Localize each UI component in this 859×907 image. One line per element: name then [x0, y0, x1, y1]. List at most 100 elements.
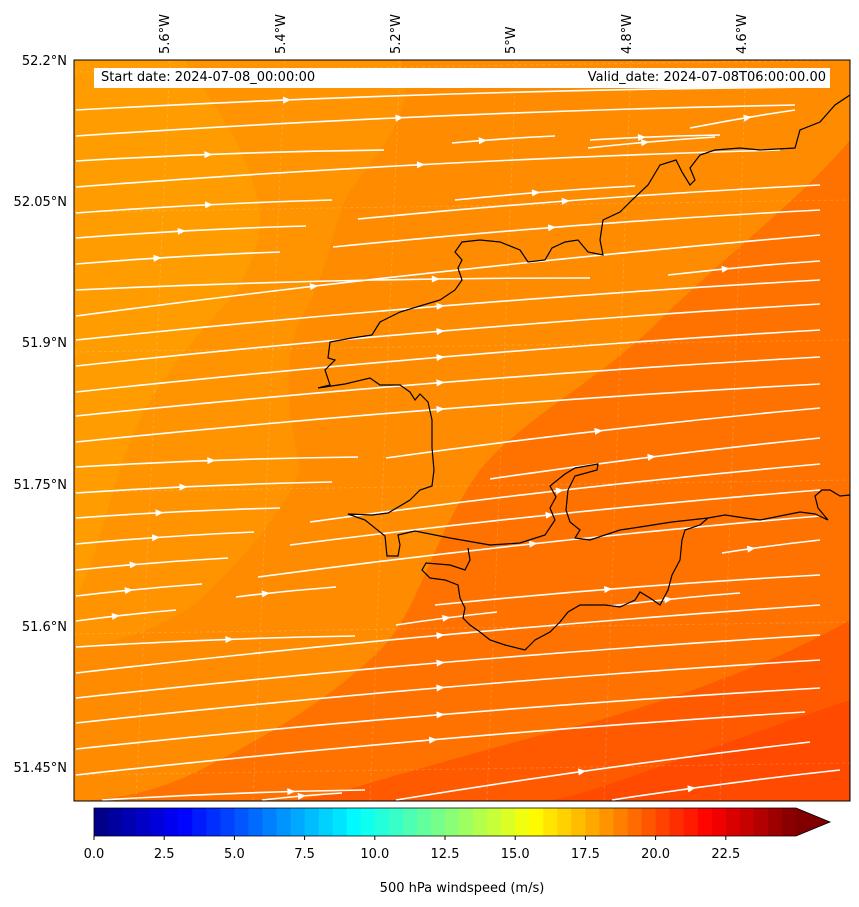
colorbar-cell [318, 808, 334, 836]
streamline-arrow [442, 614, 451, 622]
streamline-arrow [416, 161, 425, 169]
streamline-arrow [177, 227, 186, 235]
colorbar-ticks: 0.0 2.5 5.0 7.5 10.0 12.5 15.0 17.5 20.0 22.5 [84, 836, 740, 862]
streamline-arrow [153, 254, 162, 262]
colorbar-tick-label: 5.0 [224, 847, 245, 862]
lat-label: 52.2°N [22, 54, 67, 69]
colorbar-cell [220, 808, 235, 836]
colorbar-cell [669, 808, 685, 836]
streamline [75, 634, 821, 699]
colorbar-tick-label: 10.0 [360, 847, 389, 862]
colorbar-cell [697, 808, 713, 836]
streamline-arrow [155, 509, 164, 517]
streamline-arrow [428, 736, 438, 744]
streamline [309, 463, 821, 523]
colorbar-cell [374, 808, 390, 836]
streamline-arrow [555, 487, 564, 495]
colorbar-cell [332, 808, 348, 836]
streamline-arrow [436, 711, 445, 719]
streamline [101, 789, 366, 801]
colorbar-cell [571, 808, 586, 836]
colorbar-extend-arrow [796, 808, 830, 836]
streamline [75, 531, 255, 545]
colorbar-tick-label: 22.5 [711, 847, 740, 862]
colorbar-cell [459, 808, 474, 836]
lon-label: 5.6°W [158, 14, 173, 54]
streamline-arrow [640, 139, 650, 147]
streamline-arrow [309, 283, 319, 291]
colorbar-cell [416, 808, 432, 836]
streamline-arrow [282, 96, 292, 104]
streamline-arrow [436, 379, 445, 387]
streamline-arrow [436, 632, 445, 640]
colorbar-cell [206, 808, 221, 836]
streamline [75, 711, 806, 776]
coastline [317, 94, 850, 801]
streamline [75, 279, 821, 341]
streamline [75, 604, 821, 674]
streamline [357, 184, 821, 220]
streamline-arrow [261, 590, 270, 598]
streamline [75, 481, 333, 494]
colorbar-label: 500 hPa windspeed (m/s) [380, 881, 545, 896]
colorbar-cell [430, 808, 446, 836]
lat-labels: 52.2°N 52.05°N 51.9°N 51.75°N 51.6°N 51.… [14, 54, 67, 776]
streamline [75, 199, 333, 214]
colorbar-cell [136, 808, 151, 836]
colorbar-tick-label: 12.5 [431, 847, 460, 862]
streamline [332, 209, 821, 248]
streamline-arrow [746, 545, 756, 553]
streamline [689, 109, 796, 129]
streamline [75, 234, 821, 317]
lat-label: 51.75°N [14, 478, 67, 493]
colorbar-cell [683, 808, 699, 836]
streamline [721, 539, 821, 554]
streamline-arrow [721, 265, 730, 273]
streamline [611, 769, 841, 801]
streamline-arrow [179, 483, 188, 491]
colorbar-cell [94, 808, 109, 836]
streamline-arrow [436, 354, 445, 362]
colorbar-cell [585, 808, 601, 836]
lat-label: 52.05°N [14, 195, 67, 210]
colorbar-cell [304, 808, 320, 836]
streamline [75, 609, 177, 622]
map-panel [74, 60, 850, 801]
colorbar-cell [501, 808, 516, 836]
streamline [75, 659, 821, 724]
colorbar-cell [234, 808, 250, 836]
streamline [667, 260, 821, 276]
streamline-arrow [664, 596, 673, 604]
lon-label: 4.6°W [735, 14, 750, 54]
colorbar-cell [473, 808, 488, 836]
streamline-arrow [529, 540, 538, 548]
lon-labels: 5.6°W 5.4°W 5.2°W 5°W 4.8°W 4.6°W [158, 14, 750, 54]
streamline-arrow [637, 133, 646, 141]
colorbar-cell [290, 808, 306, 836]
colorbar-cell [767, 808, 783, 836]
streamline [75, 149, 385, 162]
streamline-arrow [111, 612, 120, 620]
streamline [434, 574, 821, 606]
streamline [289, 489, 821, 546]
colorbar-cell [655, 808, 671, 836]
colorbar-cell [360, 808, 376, 836]
colorbar-cell [276, 808, 292, 836]
streamline-arrow [225, 635, 234, 643]
colorbar-tick-label: 7.5 [294, 847, 315, 862]
colorbar-cell [739, 808, 755, 836]
lon-label: 5°W [504, 26, 519, 54]
streamline [589, 134, 721, 141]
colorbar-cell [388, 808, 404, 836]
streamline [395, 741, 811, 801]
lat-label: 51.9°N [22, 336, 67, 351]
colorbar-cell [711, 808, 727, 836]
streamline-arrow [604, 586, 613, 594]
streamline-arrow [297, 792, 306, 800]
colorbar-cell [627, 808, 643, 836]
streamline-arrow [436, 659, 445, 667]
streamline [609, 592, 741, 607]
streamline-arrow [436, 405, 445, 413]
streamline-arrow [436, 328, 445, 336]
